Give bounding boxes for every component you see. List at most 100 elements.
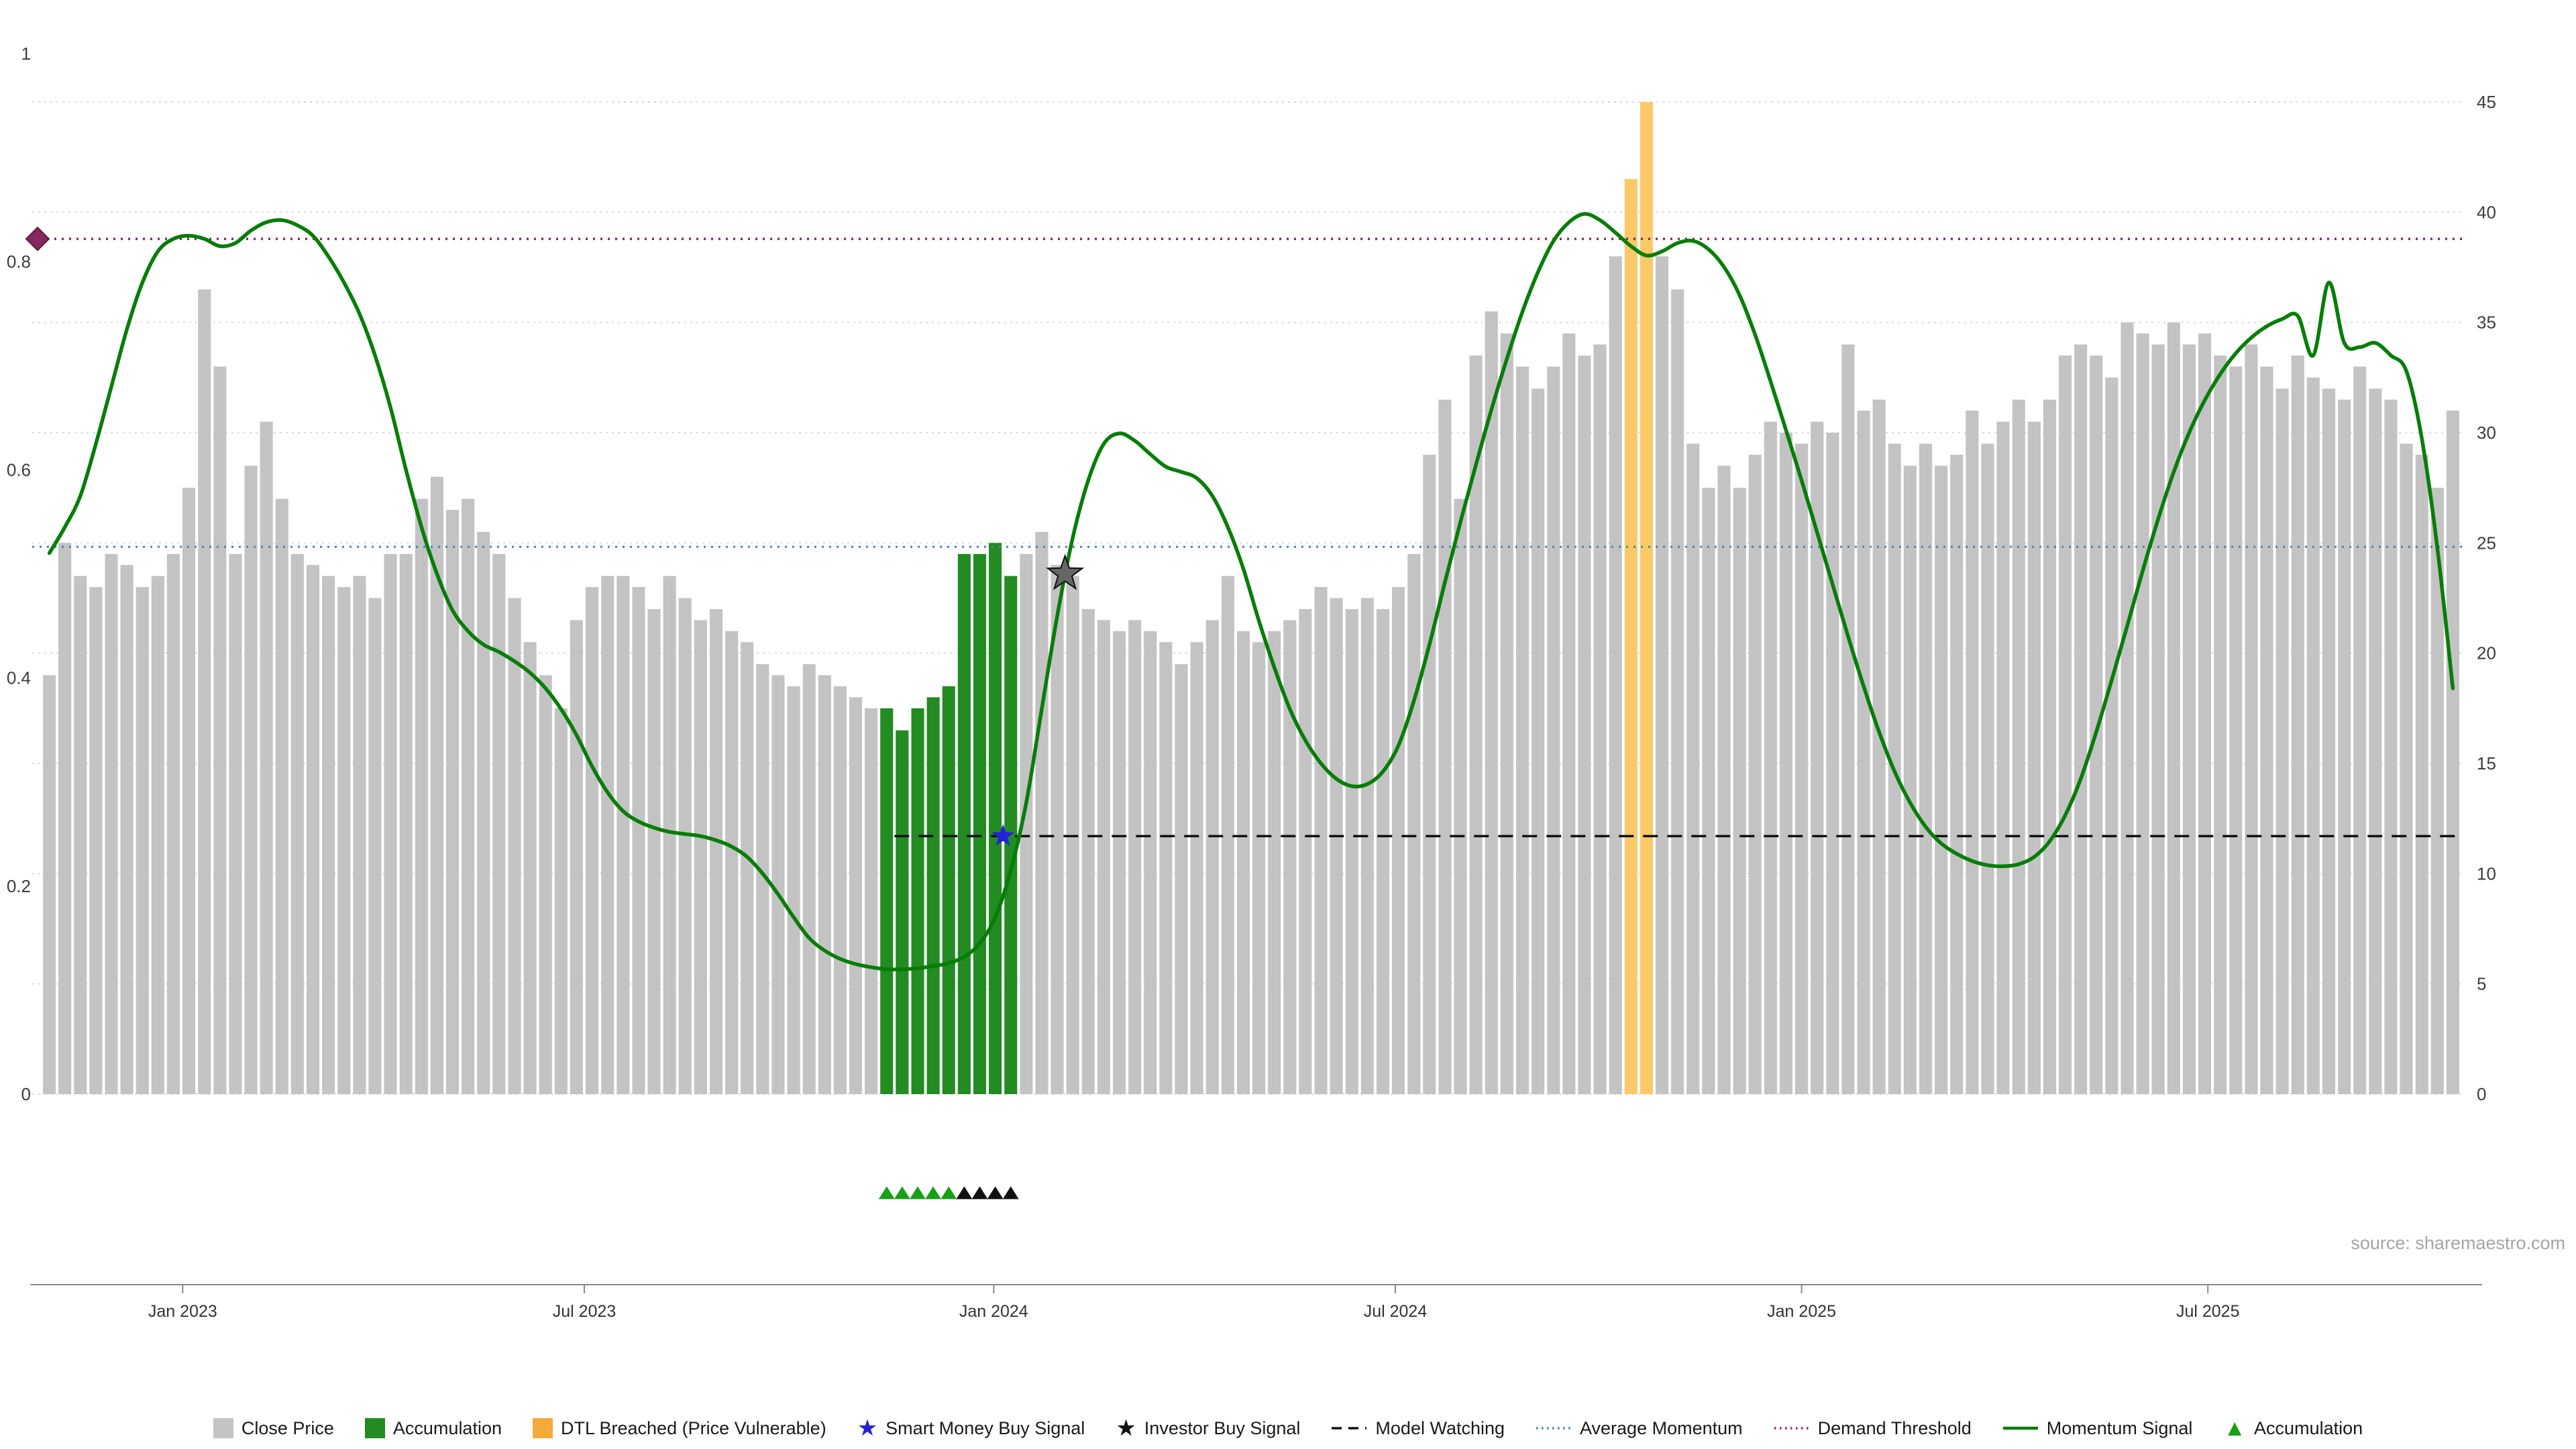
legend-label: DTL Breached (Price Vulnerable): [561, 1417, 826, 1438]
price-bar: [1020, 553, 1033, 1094]
price-bar: [1996, 421, 2010, 1094]
price-bar: [384, 553, 397, 1094]
price-bar: [678, 598, 692, 1094]
price-bar: [136, 587, 149, 1094]
price-bar: [787, 686, 800, 1094]
price-bar: [1717, 466, 1731, 1094]
price-bar: [1950, 454, 1964, 1094]
price-bar: [1113, 631, 1126, 1094]
price-bar: [337, 587, 351, 1094]
price-bar: [151, 576, 164, 1094]
price-bar: [1144, 631, 1157, 1094]
legend-label: Momentum Signal: [2046, 1417, 2193, 1438]
price-bar: [1221, 576, 1234, 1094]
accumulation-bar: [973, 553, 986, 1094]
reference-lines: [32, 237, 2463, 838]
price-bar: [2338, 399, 2351, 1095]
price-bar: [694, 620, 707, 1094]
accumulation-bar: [926, 697, 940, 1094]
left-axis-tick-label: 0.4: [7, 668, 31, 688]
x-axis-tick-label: Jul 2025: [2176, 1302, 2240, 1321]
price-bar: [1671, 289, 1684, 1094]
price-bar: [771, 675, 785, 1094]
price-bar: [818, 675, 831, 1094]
price-bar: [2369, 388, 2382, 1094]
price-bar: [2136, 333, 2149, 1095]
right-axis-tick-label: 45: [2477, 92, 2496, 112]
price-bar: [1360, 598, 1374, 1094]
price-bar: [1175, 664, 1188, 1094]
price-bar: [492, 553, 506, 1094]
price-bar: [2059, 356, 2072, 1094]
price-bar: [244, 466, 258, 1094]
x-axis-tick-label: Jan 2024: [959, 1302, 1028, 1321]
price-bar: [1035, 531, 1049, 1094]
left-axis-tick-label: 0.8: [7, 252, 31, 272]
price-bar: [477, 531, 490, 1094]
legend-item-demand-threshold: Demand Threshold: [1774, 1418, 1972, 1439]
price-bar: [2167, 322, 2180, 1095]
price-bar: [725, 631, 739, 1094]
legend-label: Accumulation: [2254, 1417, 2363, 1438]
accumulation-bar: [911, 708, 924, 1094]
price-bar: [1779, 433, 1792, 1094]
right-axis-tick-label: 10: [2477, 863, 2496, 883]
accumulation-triangle-green: [894, 1186, 910, 1199]
price-bar: [462, 498, 475, 1094]
legend-item-investor-buy-signal: ★ Investor Buy Signal: [1116, 1417, 1300, 1440]
right-axis-tick-label: 35: [2477, 313, 2496, 333]
price-bar: [368, 598, 382, 1094]
price-bar: [2415, 454, 2428, 1094]
right-axis-tick-label: 40: [2477, 202, 2496, 222]
price-bar: [1299, 608, 1312, 1094]
accumulation-triangle-green: [941, 1186, 957, 1199]
price-bar: [1407, 553, 1421, 1094]
price-bar: [756, 664, 769, 1094]
legend-label: Model Watching: [1375, 1417, 1505, 1438]
price-bar: [2090, 356, 2103, 1094]
price-bar: [1593, 344, 1607, 1094]
price-bar: [1516, 366, 1529, 1094]
legend-label: Investor Buy Signal: [1144, 1417, 1301, 1438]
triangle-swatch-icon: ▲: [2223, 1415, 2247, 1441]
x-axis-tick-label: Jan 2023: [148, 1302, 217, 1321]
price-bar: [1454, 498, 1467, 1094]
price-bar: [1190, 642, 1203, 1094]
legend-label: Close Price: [241, 1417, 334, 1438]
price-bar: [2027, 421, 2041, 1094]
accumulation-bar: [880, 708, 894, 1094]
price-bar: [1469, 356, 1483, 1094]
square-swatch-icon: [364, 1418, 385, 1438]
price-bar: [43, 675, 56, 1094]
price-bar: [260, 421, 273, 1094]
price-bar: [1609, 256, 1622, 1095]
price-bar: [2322, 388, 2336, 1094]
price-bar: [1733, 488, 1746, 1094]
price-bar: [2074, 344, 2088, 1094]
chart-legend: Close Price Accumulation DTL Breached (Pri…: [0, 1417, 2576, 1440]
price-bar: [2353, 366, 2367, 1094]
accumulation-bar: [942, 686, 955, 1094]
price-bar: [89, 587, 103, 1094]
smart-money-buy-star: [991, 824, 1015, 846]
price-bar: [1159, 642, 1173, 1094]
x-axis-tick-label: Jul 2023: [553, 1302, 616, 1321]
accumulation-triangle-green: [910, 1186, 926, 1199]
price-bar: [570, 620, 583, 1094]
left-axis-tick-label: 0.2: [7, 876, 31, 896]
price-bar: [1562, 333, 1576, 1095]
price-bar: [446, 510, 460, 1094]
price-bar: [1795, 443, 1809, 1094]
price-bar: [1764, 421, 1777, 1094]
price-bar: [1392, 587, 1405, 1094]
legend-label: Smart Money Buy Signal: [885, 1417, 1085, 1438]
price-bar: [182, 488, 196, 1094]
price-bar: [2275, 388, 2289, 1094]
price-bar: [554, 708, 568, 1094]
dtl-breached-bar: [1640, 102, 1653, 1094]
right-axis-tick-label: 0: [2477, 1084, 2486, 1104]
price-bar: [2400, 443, 2413, 1094]
price-bar: [2198, 333, 2212, 1095]
price-bar: [1841, 344, 1855, 1094]
price-bar: [2043, 399, 2056, 1095]
